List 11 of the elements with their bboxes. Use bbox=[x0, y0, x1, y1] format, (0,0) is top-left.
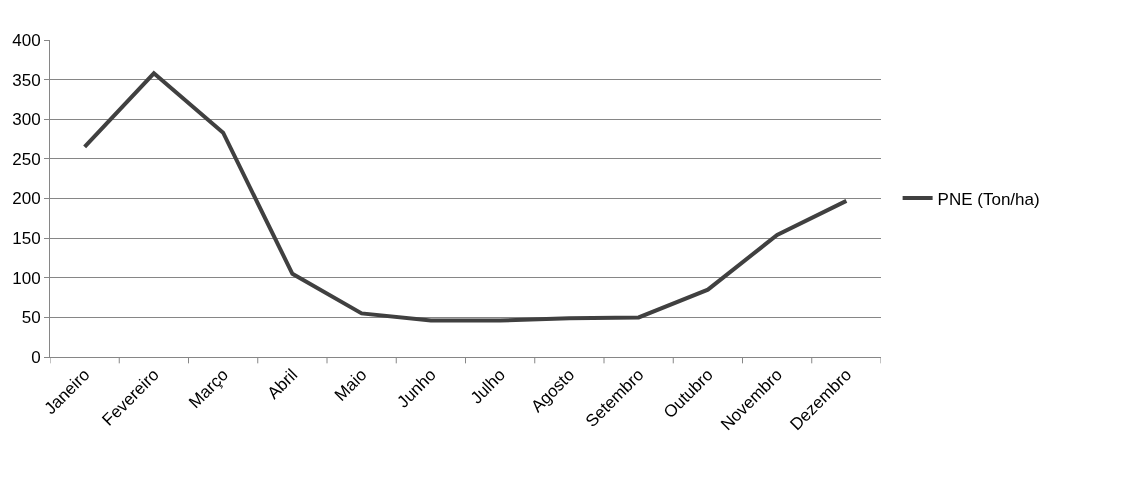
legend-label: PNE (Ton/ha) bbox=[937, 189, 1040, 209]
y-tick-label: 300 bbox=[12, 110, 41, 130]
y-tick-label: 250 bbox=[12, 149, 41, 169]
y-tick-label: 350 bbox=[12, 70, 41, 90]
y-tick-label: 0 bbox=[31, 347, 41, 367]
y-tick-label: 400 bbox=[12, 30, 41, 50]
y-tick-label: 200 bbox=[12, 189, 41, 209]
y-tick-label: 50 bbox=[21, 308, 41, 328]
y-tick-label: 150 bbox=[12, 229, 41, 249]
y-tick-label: 100 bbox=[12, 268, 41, 288]
line-series bbox=[82, 71, 849, 323]
